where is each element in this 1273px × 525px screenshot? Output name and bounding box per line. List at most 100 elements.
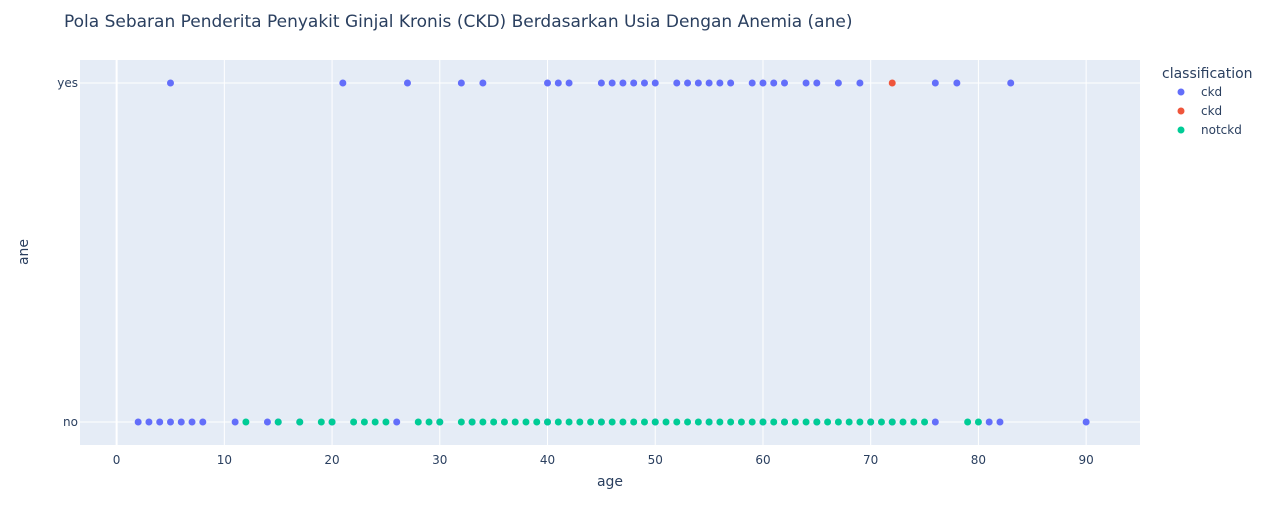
- data-point[interactable]: [684, 79, 692, 87]
- data-point[interactable]: [457, 418, 465, 426]
- data-point[interactable]: [350, 418, 358, 426]
- data-point[interactable]: [1082, 418, 1090, 426]
- data-point[interactable]: [684, 418, 692, 426]
- data-point[interactable]: [845, 418, 853, 426]
- data-point[interactable]: [651, 79, 659, 87]
- data-point[interactable]: [877, 418, 885, 426]
- data-point[interactable]: [619, 79, 627, 87]
- data-point[interactable]: [134, 418, 142, 426]
- data-point[interactable]: [856, 79, 864, 87]
- data-point[interactable]: [813, 79, 821, 87]
- data-point[interactable]: [511, 418, 519, 426]
- data-point[interactable]: [554, 418, 562, 426]
- data-point[interactable]: [673, 79, 681, 87]
- data-point[interactable]: [748, 79, 756, 87]
- data-point[interactable]: [630, 418, 638, 426]
- data-point[interactable]: [479, 79, 487, 87]
- data-point[interactable]: [565, 79, 573, 87]
- data-point[interactable]: [317, 418, 325, 426]
- data-point[interactable]: [360, 418, 368, 426]
- data-point[interactable]: [996, 418, 1004, 426]
- data-point[interactable]: [834, 418, 842, 426]
- data-point[interactable]: [899, 418, 907, 426]
- data-point[interactable]: [770, 418, 778, 426]
- data-point[interactable]: [867, 418, 875, 426]
- data-point[interactable]: [673, 418, 681, 426]
- data-point[interactable]: [974, 418, 982, 426]
- data-point[interactable]: [781, 418, 789, 426]
- data-point[interactable]: [188, 418, 196, 426]
- data-point[interactable]: [608, 418, 616, 426]
- data-point[interactable]: [328, 418, 336, 426]
- data-point[interactable]: [544, 418, 552, 426]
- data-point[interactable]: [705, 79, 713, 87]
- data-point[interactable]: [382, 418, 390, 426]
- data-point[interactable]: [479, 418, 487, 426]
- data-point[interactable]: [587, 418, 595, 426]
- data-point[interactable]: [964, 418, 972, 426]
- data-point[interactable]: [716, 79, 724, 87]
- data-point[interactable]: [737, 418, 745, 426]
- data-point[interactable]: [748, 418, 756, 426]
- data-point[interactable]: [145, 418, 153, 426]
- data-point[interactable]: [716, 418, 724, 426]
- data-point[interactable]: [985, 418, 993, 426]
- data-point[interactable]: [166, 79, 174, 87]
- data-point[interactable]: [619, 418, 627, 426]
- data-point[interactable]: [651, 418, 659, 426]
- data-point[interactable]: [425, 418, 433, 426]
- data-point[interactable]: [156, 418, 164, 426]
- data-point[interactable]: [640, 79, 648, 87]
- data-point[interactable]: [274, 418, 282, 426]
- data-point[interactable]: [263, 418, 271, 426]
- data-point[interactable]: [630, 79, 638, 87]
- data-point[interactable]: [500, 418, 508, 426]
- data-point[interactable]: [931, 418, 939, 426]
- legend-item[interactable]: notckd: [1177, 123, 1242, 137]
- data-point[interactable]: [694, 79, 702, 87]
- data-point[interactable]: [468, 418, 476, 426]
- data-point[interactable]: [414, 418, 422, 426]
- data-point[interactable]: [727, 79, 735, 87]
- data-point[interactable]: [781, 79, 789, 87]
- data-point[interactable]: [662, 418, 670, 426]
- data-point[interactable]: [597, 418, 605, 426]
- data-point[interactable]: [339, 79, 347, 87]
- data-point[interactable]: [177, 418, 185, 426]
- data-point[interactable]: [544, 79, 552, 87]
- data-point[interactable]: [522, 418, 530, 426]
- data-point[interactable]: [791, 418, 799, 426]
- data-point[interactable]: [824, 418, 832, 426]
- data-point[interactable]: [554, 79, 562, 87]
- data-point[interactable]: [490, 418, 498, 426]
- data-point[interactable]: [910, 418, 918, 426]
- data-point[interactable]: [770, 79, 778, 87]
- data-point[interactable]: [533, 418, 541, 426]
- data-point[interactable]: [759, 79, 767, 87]
- data-point[interactable]: [393, 418, 401, 426]
- data-point[interactable]: [597, 79, 605, 87]
- data-point[interactable]: [231, 418, 239, 426]
- data-point[interactable]: [608, 79, 616, 87]
- data-point[interactable]: [727, 418, 735, 426]
- data-point[interactable]: [296, 418, 304, 426]
- data-point[interactable]: [705, 418, 713, 426]
- legend-item[interactable]: ckd: [1177, 85, 1223, 99]
- data-point[interactable]: [436, 418, 444, 426]
- data-point[interactable]: [856, 418, 864, 426]
- legend[interactable]: classification ckd ckd notckd: [1162, 66, 1253, 137]
- data-point[interactable]: [403, 79, 411, 87]
- data-point[interactable]: [166, 418, 174, 426]
- data-point[interactable]: [813, 418, 821, 426]
- data-point[interactable]: [694, 418, 702, 426]
- data-point[interactable]: [565, 418, 573, 426]
- legend-item[interactable]: ckd: [1177, 104, 1223, 118]
- data-point[interactable]: [759, 418, 767, 426]
- data-point[interactable]: [888, 418, 896, 426]
- data-point[interactable]: [953, 79, 961, 87]
- data-point[interactable]: [802, 79, 810, 87]
- data-point[interactable]: [242, 418, 250, 426]
- data-point[interactable]: [921, 418, 929, 426]
- data-point[interactable]: [199, 418, 207, 426]
- data-point[interactable]: [371, 418, 379, 426]
